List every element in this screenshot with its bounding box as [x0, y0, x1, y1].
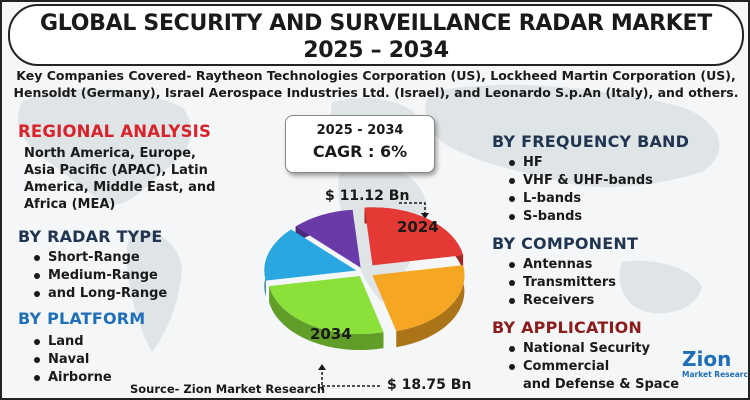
pie-svg — [264, 207, 465, 351]
list-item: Short-Range — [32, 249, 167, 267]
cagr-value: CAGR : 6% — [312, 142, 408, 161]
key-companies-text: Key Companies Covered- Raytheon Technolo… — [8, 67, 744, 101]
list-item: S-bands — [507, 208, 653, 226]
title-banner: GLOBAL SECURITY AND SURVEILLANCE RADAR M… — [8, 4, 744, 66]
pointer-2024 — [399, 202, 429, 219]
list-item: Naval — [32, 351, 112, 369]
application-heading: BY APPLICATION — [492, 318, 643, 337]
bullet-icon — [34, 357, 40, 363]
bullet-icon — [509, 346, 515, 352]
logo-sub: Market Research — [682, 370, 750, 379]
list-item: L-bands — [507, 190, 653, 208]
list-item: Commercial — [507, 358, 679, 376]
cagr-box: 2025 - 2034 CAGR : 6% — [285, 115, 435, 173]
list-item: Land — [32, 333, 112, 351]
key-companies-line-1: Key Companies Covered- Raytheon Technolo… — [16, 68, 736, 83]
slice-purple — [295, 209, 361, 268]
list-item: HF — [507, 154, 653, 172]
key-companies-line-2: Hensoldt (Germany), Israel Aerospace Ind… — [13, 85, 739, 100]
bullet-icon — [509, 364, 515, 370]
platform-heading: BY PLATFORM — [18, 309, 146, 328]
title-line-2: 2025 – 2034 — [303, 38, 449, 63]
list-item: and Long-Range — [32, 285, 167, 303]
radar-type-list: Short-Range Medium-Range and Long-Range — [32, 249, 167, 303]
bullet-icon — [509, 280, 515, 286]
cagr-years: 2025 - 2034 — [316, 123, 404, 138]
bullet-icon — [509, 196, 515, 202]
pie-label-2024: 2024 — [397, 218, 439, 236]
slice-blue — [264, 229, 357, 281]
slice-2034 — [269, 276, 384, 335]
bullet-icon — [509, 298, 515, 304]
logo-word: Zion — [682, 347, 732, 371]
list-item: and Defense & Space — [523, 377, 680, 392]
slice-orange — [372, 265, 465, 332]
regional-line-4: Africa (MEA) — [24, 197, 116, 212]
slice-2034-side — [269, 286, 384, 351]
radar-type-heading: BY RADAR TYPE — [18, 227, 163, 246]
bullet-icon — [34, 255, 40, 261]
frequency-band-heading: BY FREQUENCY BAND — [492, 132, 690, 151]
regional-analysis-text: North America, Europe, Asia Pacific (APA… — [24, 145, 215, 213]
bullet-icon — [34, 291, 40, 297]
application-list: National Security Commercial and Defense… — [507, 340, 679, 394]
list-item: Antennas — [507, 256, 616, 274]
list-item: VHF & UHF-bands — [507, 172, 653, 190]
component-list: Antennas Transmitters Receivers — [507, 256, 616, 310]
source-text: Source- Zion Market Research — [130, 382, 326, 396]
value-2034-label: $ 18.75 Bn — [387, 377, 472, 393]
pointer-2034 — [318, 364, 380, 390]
list-item: Receivers — [507, 292, 616, 310]
title-line-1: GLOBAL SECURITY AND SURVEILLANCE RADAR M… — [40, 11, 712, 36]
bullet-icon — [509, 262, 515, 268]
bullet-icon — [34, 273, 40, 279]
bullet-icon — [34, 375, 40, 381]
frequency-band-list: HF VHF & UHF-bands L-bands S-bands — [507, 154, 653, 226]
list-item: Airborne — [32, 369, 112, 387]
component-heading: BY COMPONENT — [492, 234, 639, 253]
platform-list: Land Naval Airborne — [32, 333, 112, 387]
regional-line-1: North America, Europe, — [24, 146, 196, 161]
bullet-icon — [509, 178, 515, 184]
bullet-icon — [509, 214, 515, 220]
regional-line-3: America, Middle East, and — [24, 180, 216, 195]
list-item: National Security — [507, 340, 679, 358]
list-item: Medium-Range — [32, 267, 167, 285]
pie-label-2034: 2034 — [310, 325, 352, 343]
slice-2024 — [364, 207, 464, 266]
list-item: Transmitters — [507, 274, 616, 292]
zion-logo: Zion Market Research — [682, 347, 750, 394]
bullet-icon — [34, 339, 40, 345]
value-2024-label: $ 11.12 Bn — [325, 188, 410, 204]
regional-analysis-heading: REGIONAL ANALYSIS — [18, 122, 212, 141]
regional-line-2: Asia Pacific (APAC), Latin — [24, 163, 208, 178]
bullet-icon — [509, 160, 515, 166]
market-pie-chart: 2024 2034 — [252, 197, 482, 372]
slice-orange-side — [396, 265, 465, 348]
